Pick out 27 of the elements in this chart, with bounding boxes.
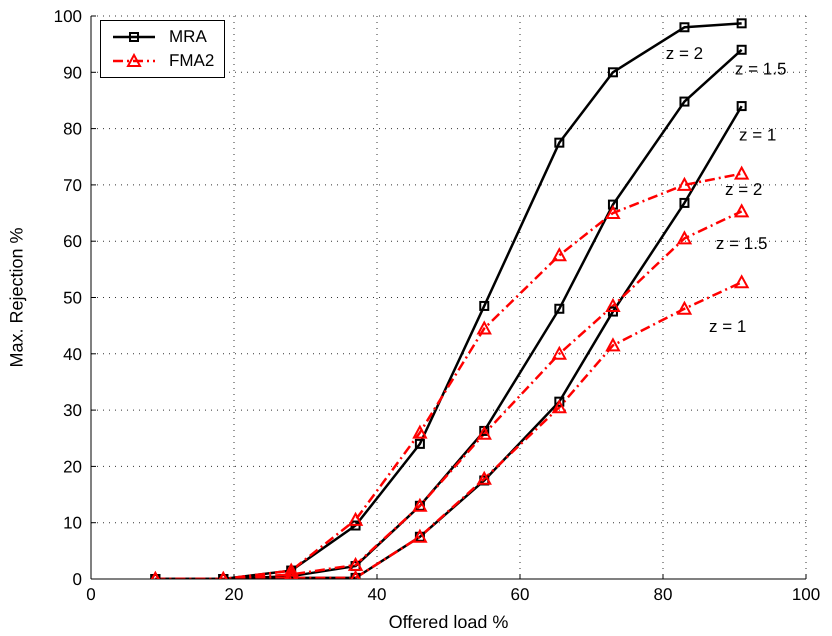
y-tick-label: 70 — [63, 176, 82, 195]
annotation: z = 1 — [738, 126, 776, 145]
annotation: z = 2 — [724, 180, 762, 200]
x-tick-label: 20 — [224, 585, 244, 604]
legend-label: FMA2 — [169, 51, 214, 71]
annotation: z = 1.5 — [716, 234, 768, 253]
y-tick-label: 40 — [63, 344, 82, 364]
y-axis-title: Max. Rejection % — [6, 227, 26, 368]
y-tick-label: 100 — [54, 7, 82, 26]
y-tick-label: 20 — [63, 457, 82, 476]
y-tick-label: 60 — [63, 232, 82, 252]
x-tick-label: 0 — [86, 585, 96, 604]
x-tick-label: 100 — [792, 585, 820, 604]
y-tick-label: 80 — [63, 120, 82, 139]
x-axis-title: Offered load % — [388, 612, 508, 632]
y-tick-label: 0 — [72, 570, 82, 590]
x-tick-label: 80 — [654, 585, 672, 604]
x-tick-label: 40 — [368, 585, 386, 604]
annotation: z = 2 — [666, 44, 704, 63]
y-tick-label: 30 — [63, 401, 82, 420]
y-tick-label: 90 — [63, 63, 82, 82]
legend-label: MRA — [169, 27, 207, 47]
annotation: z = 1 — [708, 316, 746, 336]
y-tick-label: 10 — [63, 514, 82, 533]
x-tick-label: 60 — [510, 585, 530, 604]
y-tick-label: 50 — [63, 288, 82, 308]
annotation: z = 1.5 — [734, 59, 786, 78]
